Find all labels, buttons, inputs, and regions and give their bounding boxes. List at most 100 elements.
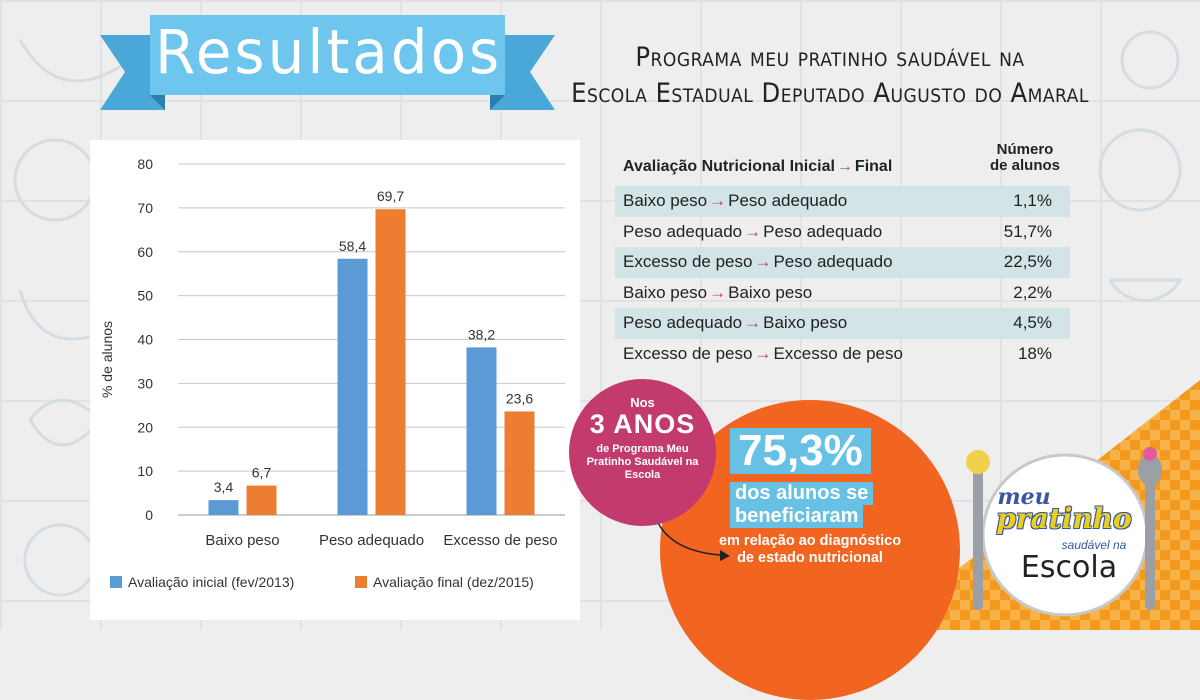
row-value: 51,7%: [1003, 221, 1052, 241]
years-circle: Nos 3 ANOS de Programa Meu Pratinho Saud…: [569, 379, 716, 526]
row-value: 2,2%: [1013, 282, 1052, 302]
row-transition: Peso adequado → Peso adequado: [623, 222, 882, 242]
row-value: 1,1%: [1013, 191, 1052, 210]
data-label: 6,7: [252, 465, 272, 481]
category-label: Peso adequado: [319, 532, 424, 549]
title-line-1: Programa meu pratinho saudável na: [635, 42, 1025, 73]
row-from: Baixo peso: [623, 191, 708, 210]
callout-nos: Nos: [630, 395, 655, 410]
nutrition-table: Avaliação Nutricional Inicial → Final Núme…: [615, 142, 1070, 369]
logo-pratinho: pratinho: [996, 502, 1132, 535]
grapefruit-icon: [1120, 30, 1180, 90]
table-header-count: Número de alunos: [980, 142, 1070, 174]
logo-plate-icon: [966, 447, 1162, 617]
orange-slice-icon: [1108, 278, 1183, 303]
bar-final: [504, 411, 535, 515]
bar-chart: 0 10 20 30 40 50 60 70 80 % de alunos 3,4 6,7 Baixo …: [90, 140, 580, 620]
bar-initial: [337, 258, 368, 515]
row-to: Baixo peso: [763, 313, 848, 332]
category-label: Excesso de peso: [443, 532, 557, 549]
category-label: Baixo peso: [205, 532, 279, 549]
y-tick-label: 0: [145, 507, 153, 523]
data-label: 58,4: [339, 238, 366, 254]
row-to: Excesso de peso: [773, 343, 903, 363]
callout-years: 3 ANOS: [589, 409, 696, 439]
y-tick-label: 30: [137, 375, 153, 391]
legend-entry: Avaliação final (dez/2015): [373, 574, 534, 590]
watermelon-slice-icon: [18, 39, 131, 83]
data-label: 3,4: [214, 479, 234, 495]
row-transition: Peso adequado → Baixo peso: [623, 313, 847, 333]
row-value: 4,5%: [1013, 313, 1052, 332]
row-from: Peso adequado: [623, 313, 743, 332]
y-axis-label: % de alunos: [99, 321, 115, 398]
logo-saudavel: saudável na: [1061, 538, 1127, 552]
legend-swatch: [110, 576, 122, 588]
fork-icon: [973, 470, 983, 610]
peach-icon: [1098, 128, 1182, 212]
row-from: Excesso de peso: [623, 252, 753, 271]
benefit-relation: em relação ao diagnóstico de estado nutr…: [718, 533, 902, 566]
arrow-right-icon: →: [836, 158, 853, 175]
row-to: Peso adequado: [763, 221, 883, 241]
arrow-right-icon: →: [744, 221, 762, 241]
bar-final: [375, 209, 406, 515]
table-row: Baixo peso → Peso adequado 1,1%: [615, 186, 1070, 217]
benefit-line-1: dos alunos se: [730, 482, 874, 505]
legend-entry: Avaliação inicial (fev/2013): [128, 574, 294, 590]
header-final-text: Final: [854, 158, 893, 175]
legend-swatch: [355, 576, 367, 588]
logo-meu: meu: [997, 484, 1051, 510]
benefit-percentage: 75,3%: [730, 428, 871, 474]
table-row: Excesso de peso → Excesso de peso 18%: [615, 339, 1070, 370]
bar-final: [246, 485, 277, 515]
table-row: Baixo peso → Baixo peso 2,2%: [615, 278, 1070, 309]
data-label: 23,6: [506, 390, 533, 406]
row-from: Baixo peso: [623, 282, 708, 302]
spoon-icon: [1145, 480, 1155, 610]
benefit-line-2: beneficiaram: [730, 505, 864, 528]
y-tick-label: 50: [137, 288, 153, 304]
row-value: 18%: [1017, 343, 1052, 363]
table-row: Peso adequado → Baixo peso 4,5%: [615, 308, 1070, 339]
y-tick-label: 20: [137, 419, 153, 435]
row-transition: Baixo peso → Baixo peso: [623, 283, 812, 303]
results-banner-text: Resultados: [155, 16, 503, 88]
arrow-right-icon: →: [754, 343, 772, 363]
y-tick-label: 70: [137, 200, 153, 216]
y-tick-label: 40: [137, 332, 153, 348]
row-from: Peso adequado: [623, 221, 743, 241]
title-line-2: Escola Estadual Deputado Augusto do Amar…: [571, 78, 1089, 109]
row-transition: Excesso de peso → Peso adequado: [623, 252, 893, 272]
arrow-right-icon: →: [744, 313, 762, 332]
callout-program: de Programa Meu Pratinho Saudável na Esc…: [586, 443, 699, 481]
row-transition: Excesso de peso → Excesso de peso: [623, 344, 903, 364]
table-header: Avaliação Nutricional Inicial → Final Núme…: [615, 142, 1070, 186]
row-to: Peso adequado: [728, 191, 848, 210]
page-title: Programa meu pratinho saudável na Escola…: [560, 40, 1100, 112]
table-row: Excesso de peso → Peso adequado 22,5%: [615, 247, 1070, 278]
data-label: 69,7: [377, 188, 404, 204]
y-tick-label: 60: [137, 244, 153, 260]
header-count-line-2: de alunos: [989, 157, 1060, 174]
table-rows: Baixo peso → Peso adequado 1,1% Peso adequad…: [615, 186, 1070, 369]
arrow-right-icon: →: [709, 191, 727, 210]
bar-initial: [466, 347, 497, 515]
logo-escola: Escola: [1020, 550, 1118, 585]
data-label: 38,2: [468, 326, 495, 342]
y-tick-label: 10: [137, 463, 153, 479]
row-to: Baixo peso: [728, 282, 813, 302]
results-ribbon: [100, 15, 555, 110]
chart-background: [90, 140, 580, 620]
header-label-text: Avaliação Nutricional Inicial: [623, 158, 835, 175]
table-header-label: Avaliação Nutricional Inicial → Final: [623, 158, 892, 176]
row-transition: Baixo peso → Peso adequado: [623, 191, 847, 211]
header-count-line-1: Número: [996, 141, 1054, 158]
arrow-right-icon: →: [754, 252, 772, 271]
table-row: Peso adequado → Peso adequado 51,7%: [615, 217, 1070, 248]
row-from: Excesso de peso: [623, 343, 753, 363]
arrow-right-icon: →: [709, 282, 727, 302]
row-value: 22,5%: [1003, 252, 1052, 271]
row-to: Peso adequado: [773, 252, 893, 271]
y-tick-label: 80: [137, 156, 153, 172]
